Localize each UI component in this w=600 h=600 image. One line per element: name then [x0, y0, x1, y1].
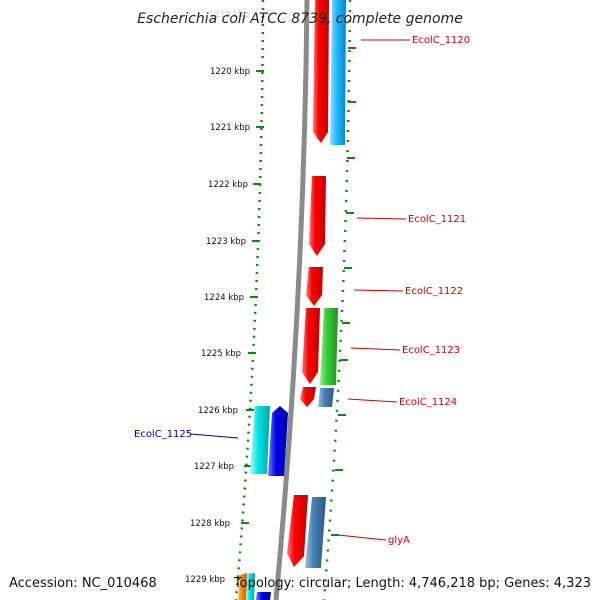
genome-backbone	[273, 0, 310, 600]
kbp-label-1219: 1219 kbp	[209, 10, 249, 20]
kbp-label-1222: 1222 kbp	[208, 180, 248, 190]
kbp-label-1229: 1229 kbp	[185, 575, 225, 585]
kbp-label-1226: 1226 kbp	[198, 406, 238, 416]
gene-EcolC_1125-cds[interactable]	[250, 406, 270, 474]
kbp-label-1221: 1221 kbp	[210, 123, 250, 133]
gene-label-EcolC_1124[interactable]: EcolC_1124	[399, 397, 457, 408]
gene-label-EcolC_1125[interactable]: EcolC_1125	[134, 429, 192, 440]
kbp-label-1228: 1228 kbp	[190, 519, 230, 529]
kbp-label-1223: 1223 kbp	[206, 237, 246, 247]
accession-text: Accession: NC_010468	[9, 576, 157, 591]
kbp-label-1227: 1227 kbp	[194, 462, 234, 472]
gene-EcolC_1121-arrow[interactable]	[309, 176, 326, 256]
scale-labels: 1219 kbp 1220 kbp 1221 kbp 1222 kbp 1223…	[185, 10, 250, 585]
gene-EcolC_1124-arrow[interactable]	[300, 387, 316, 407]
gene-EcolC_1120-arrow[interactable]	[313, 0, 329, 143]
map-title: Escherichia coli ATCC 8739, complete gen…	[137, 11, 463, 27]
genome-stats-text: Topology: circular; Length: 4,746,218 bp…	[233, 576, 591, 591]
callout-EcolC_1123	[350, 347, 401, 351]
callout-EcolC_1124	[347, 398, 398, 403]
gene-EcolC_1123-cds[interactable]	[320, 308, 338, 385]
gene-label-EcolC_1121[interactable]: EcolC_1121	[408, 214, 466, 225]
gene-EcolC_1125-arrow[interactable]	[268, 406, 288, 476]
gene-label-EcolC_1120[interactable]: EcolC_1120	[412, 35, 470, 46]
gene-blue-partial[interactable]	[256, 592, 271, 600]
gene-label-EcolC_1123[interactable]: EcolC_1123	[402, 345, 460, 356]
gene-glyA-cds[interactable]	[305, 497, 326, 568]
kbp-label-1225: 1225 kbp	[201, 349, 241, 359]
gene-glyA-arrow[interactable]	[287, 495, 308, 567]
gene-EcolC_1123-arrow[interactable]	[302, 308, 320, 384]
gene-EcolC_1122-arrow[interactable]	[306, 267, 323, 306]
gene-EcolC_1120-cds[interactable]	[330, 0, 346, 145]
scale-ring-outer	[322, 0, 352, 600]
callout-EcolC_1122	[353, 289, 404, 292]
gene-orange-partial[interactable]	[238, 573, 247, 600]
gene-aqua-partial[interactable]	[246, 573, 255, 600]
callout-glyA	[337, 534, 387, 541]
kbp-label-1224: 1224 kbp	[204, 293, 244, 303]
callout-EcolC_1125	[190, 433, 239, 439]
gene-label-glyA[interactable]: glyA	[388, 535, 410, 546]
callout-lines	[190, 39, 410, 541]
callout-EcolC_1121	[356, 217, 407, 220]
forward-strand-features	[287, 0, 346, 568]
kbp-label-1220: 1220 kbp	[210, 67, 250, 77]
reverse-strand-features	[238, 406, 288, 600]
gene-EcolC_1124-cds[interactable]	[318, 388, 334, 407]
gene-labels: EcolC_1120 EcolC_1121 EcolC_1122 EcolC_1…	[134, 35, 470, 546]
gene-label-EcolC_1122[interactable]: EcolC_1122	[405, 286, 463, 297]
